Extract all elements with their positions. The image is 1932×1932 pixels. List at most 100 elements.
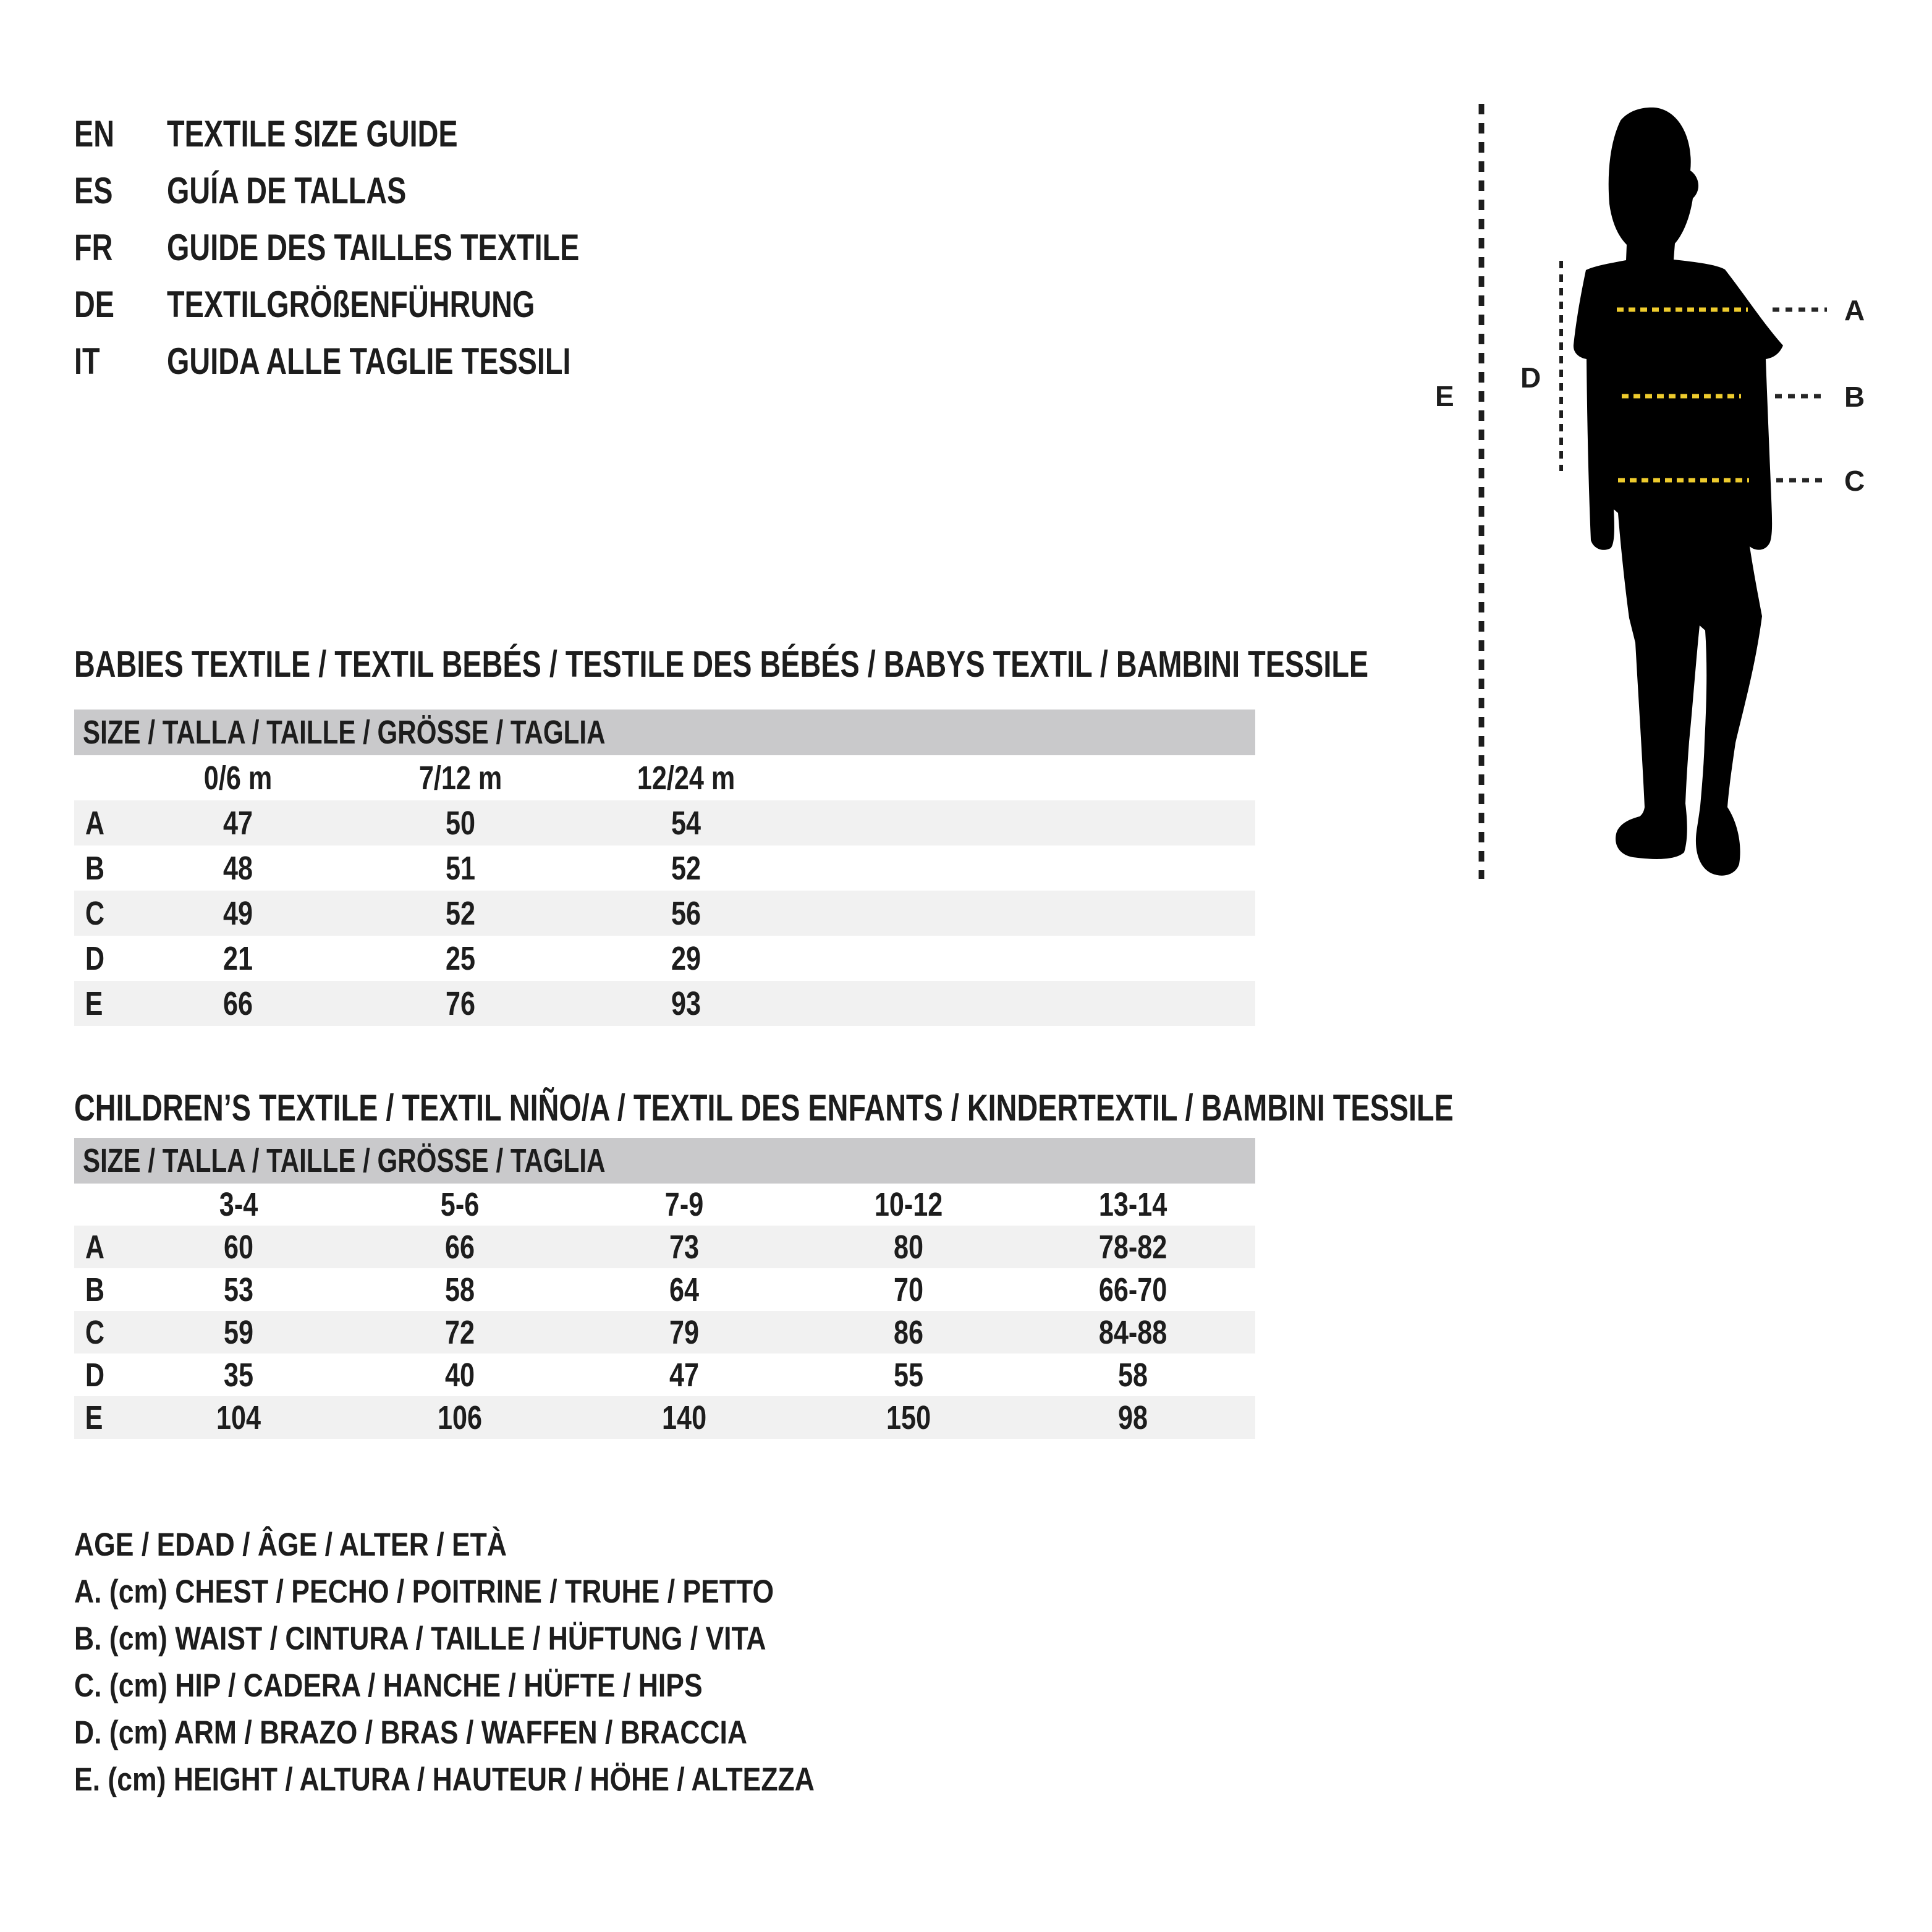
column-header: 0/6 m xyxy=(130,759,346,797)
row-label-text: A xyxy=(85,1228,105,1266)
child-silhouette xyxy=(1573,107,1783,876)
lang-title-text: GUIDA ALLE TAGLIE TESSILI xyxy=(167,340,571,382)
value-cell-text: 52 xyxy=(671,849,701,887)
value-cell: 54 xyxy=(575,804,797,842)
value-cell: 52 xyxy=(575,849,797,888)
lang-title: TEXTILGRÖßENFÜHRUNG xyxy=(167,283,638,326)
table-row-B: B 48 51 52 xyxy=(74,845,1255,891)
value-cell-text: 64 xyxy=(669,1271,700,1308)
column-header-row: 3-4 5-6 7-9 10-12 13-14 xyxy=(74,1184,1255,1226)
lang-code-text: EN xyxy=(74,112,115,155)
row-label: E xyxy=(74,985,130,1023)
column-header-text: 7/12 m xyxy=(418,759,502,797)
row-label: C xyxy=(74,1313,130,1352)
value-cell-text: 25 xyxy=(445,939,476,977)
value-cell: 86 xyxy=(797,1313,1021,1352)
lang-title: TEXTILE SIZE GUIDE xyxy=(167,112,540,155)
value-cell: 66 xyxy=(348,1228,572,1266)
value-cell-text: 66 xyxy=(222,985,253,1022)
column-header: 10-12 xyxy=(797,1185,1021,1224)
children-section-title: CHILDREN’S TEXTILE / TEXTIL NIÑO/A / TEX… xyxy=(74,1087,1842,1129)
column-header: 5-6 xyxy=(348,1185,572,1224)
measurement-legend: AGE / EDAD / ÂGE / ALTER / ETÀ A. (cm) CH… xyxy=(74,1521,955,1803)
column-header-text: 5-6 xyxy=(441,1186,480,1223)
row-label-text: A xyxy=(85,804,105,842)
value-cell-text: 98 xyxy=(1118,1399,1148,1436)
value-cell: 93 xyxy=(575,985,797,1023)
value-cell-text: 60 xyxy=(224,1228,254,1266)
babies-section-title: BABIES TEXTILE / TEXTIL BEBÉS / TESTILE … xyxy=(74,643,1734,685)
row-label: D xyxy=(74,939,130,978)
lang-title-text: GUÍA DE TALLAS xyxy=(167,169,407,211)
value-cell: 80 xyxy=(797,1228,1021,1266)
row-label-text: C xyxy=(85,894,105,932)
column-header-text: 10-12 xyxy=(875,1186,943,1223)
value-cell-text: 59 xyxy=(224,1313,254,1351)
column-header-row: 0/6 m 7/12 m 12/24 m xyxy=(74,755,1255,800)
value-cell-text: 51 xyxy=(445,849,476,887)
row-label xyxy=(74,1185,130,1224)
column-header: 7-9 xyxy=(572,1185,797,1224)
row-label-text: D xyxy=(85,939,105,977)
value-cell: 51 xyxy=(346,849,575,888)
value-cell: 140 xyxy=(572,1399,797,1437)
children-size-table: 3-4 5-6 7-9 10-12 13-14 A 60 66 73 80 78-82 B 53 58 64… xyxy=(74,1184,1255,1439)
value-cell: 79 xyxy=(572,1313,797,1352)
row-label: A xyxy=(74,1228,130,1266)
lang-row-es: ES GUÍA DE TALLAS xyxy=(74,162,696,219)
value-cell-text: 86 xyxy=(894,1313,924,1351)
lang-code-text: DE xyxy=(74,283,115,325)
value-cell-text: 140 xyxy=(662,1399,707,1436)
row-label-text: E xyxy=(85,1399,103,1436)
row-label-text: C xyxy=(85,1313,105,1351)
language-header: EN TEXTILE SIZE GUIDE ES GUÍA DE TALLAS FR GU… xyxy=(74,105,696,389)
lang-title: GUIDA ALLE TAGLIE TESSILI xyxy=(167,340,685,383)
figure-label-A: A xyxy=(1844,294,1865,326)
value-cell-text: 55 xyxy=(894,1356,924,1394)
babies-size-header-bar: SIZE / TALLA / TAILLE / GRÖSSE / TAGLIA xyxy=(74,710,1255,755)
value-cell: 98 xyxy=(1021,1399,1245,1437)
value-cell: 49 xyxy=(130,894,346,933)
babies-size-header-text: SIZE / TALLA / TAILLE / GRÖSSE / TAGLIA xyxy=(83,714,606,751)
column-header-text: 0/6 m xyxy=(203,759,273,797)
legend-line-2: B. (cm) WAIST / CINTURA / TAILLE / HÜFTU… xyxy=(74,1615,955,1662)
lang-row-it: IT GUIDA ALLE TAGLIE TESSILI xyxy=(74,333,696,389)
babies-title-text: BABIES TEXTILE / TEXTIL BEBÉS / TESTILE … xyxy=(74,643,1369,685)
table-row-D: D 21 25 29 xyxy=(74,936,1255,981)
value-cell-text: 53 xyxy=(224,1271,254,1308)
lang-code-text: ES xyxy=(74,169,113,211)
legend-line-text: C. (cm) HIP / CADERA / HANCHE / HÜFTE / … xyxy=(74,1667,703,1704)
legend-line-text: E. (cm) HEIGHT / ALTURA / HAUTEUR / HÖHE… xyxy=(74,1761,815,1798)
value-cell-text: 93 xyxy=(671,985,701,1022)
value-cell-text: 47 xyxy=(222,804,253,842)
value-cell-text: 29 xyxy=(671,939,701,977)
value-cell: 104 xyxy=(130,1399,348,1437)
column-header: 7/12 m xyxy=(346,759,575,797)
column-header-text: 7-9 xyxy=(665,1186,704,1223)
value-cell: 106 xyxy=(348,1399,572,1437)
value-cell: 70 xyxy=(797,1271,1021,1309)
children-size-header-bar: SIZE / TALLA / TAILLE / GRÖSSE / TAGLIA xyxy=(74,1138,1255,1184)
lang-title-text: TEXTILE SIZE GUIDE xyxy=(167,112,458,155)
value-cell: 78-82 xyxy=(1021,1228,1245,1266)
value-cell: 29 xyxy=(575,939,797,978)
lang-row-fr: FR GUIDE DES TAILLES TEXTILE xyxy=(74,219,696,276)
value-cell-text: 52 xyxy=(445,894,476,932)
table-row-B: B 53 58 64 70 66-70 xyxy=(74,1268,1255,1311)
value-cell-text: 54 xyxy=(671,804,701,842)
value-cell: 60 xyxy=(130,1228,348,1266)
value-cell: 52 xyxy=(346,894,575,933)
value-cell-text: 79 xyxy=(669,1313,700,1351)
value-cell-text: 47 xyxy=(669,1356,700,1394)
value-cell-text: 72 xyxy=(445,1313,475,1351)
table-row-C: C 59 72 79 86 84-88 xyxy=(74,1311,1255,1354)
value-cell-text: 35 xyxy=(224,1356,254,1394)
value-cell-text: 56 xyxy=(671,894,701,932)
value-cell: 40 xyxy=(348,1356,572,1394)
value-cell: 48 xyxy=(130,849,346,888)
value-cell-text: 58 xyxy=(1118,1356,1148,1394)
row-label-text: B xyxy=(85,1271,105,1308)
value-cell: 58 xyxy=(348,1271,572,1309)
table-row-E: E 66 76 93 xyxy=(74,981,1255,1026)
